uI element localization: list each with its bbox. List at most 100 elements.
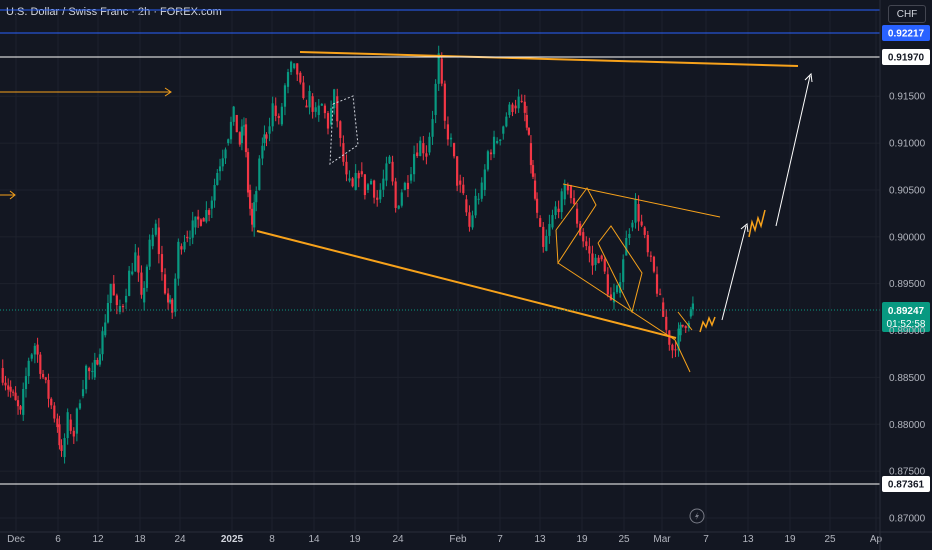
x-tick-label: Feb — [449, 534, 467, 545]
candle — [499, 139, 502, 141]
candle — [496, 140, 499, 144]
wedge-right-edge[interactable] — [677, 311, 693, 331]
candle — [659, 293, 662, 295]
candle — [640, 221, 643, 226]
candle — [258, 158, 261, 190]
candle — [689, 309, 692, 317]
candle — [242, 125, 246, 127]
candle — [33, 345, 36, 355]
candle — [366, 184, 370, 190]
wedge-left[interactable] — [555, 187, 597, 265]
resistance-trendline[interactable] — [299, 51, 799, 67]
candle — [317, 105, 320, 115]
candle — [91, 370, 94, 372]
candle — [240, 126, 243, 144]
lightning-icon[interactable] — [689, 508, 705, 524]
candle — [263, 134, 266, 144]
candle — [232, 106, 235, 122]
candle — [14, 392, 17, 401]
candle — [634, 199, 637, 223]
candle — [274, 105, 277, 116]
candle — [655, 274, 659, 294]
dotted-flag[interactable] — [329, 95, 359, 165]
drawings — [0, 51, 813, 373]
x-tick-label: 6 — [55, 534, 61, 545]
y-tick-label: 0.89500 — [889, 279, 926, 290]
candle — [492, 136, 496, 155]
wedge-small[interactable] — [557, 262, 691, 373]
candle — [202, 218, 205, 222]
candle — [249, 189, 252, 209]
projection-arrow-1[interactable] — [721, 225, 747, 321]
candle — [369, 180, 373, 185]
candle — [24, 376, 28, 390]
candle — [403, 182, 406, 190]
candle — [19, 406, 22, 410]
candle — [213, 185, 216, 201]
candle — [210, 200, 213, 209]
candle — [208, 210, 211, 215]
candle — [7, 385, 10, 390]
candle — [342, 143, 345, 162]
candle — [314, 107, 317, 112]
channel-top-line[interactable] — [562, 183, 721, 218]
candle — [137, 255, 140, 273]
candle — [449, 137, 453, 140]
x-tick-label: 13 — [742, 534, 754, 545]
candle — [112, 283, 115, 296]
projection-squiggle-1[interactable] — [699, 315, 716, 333]
level-badge-label: 0.87361 — [888, 480, 925, 491]
candle — [329, 108, 333, 125]
candle — [323, 105, 327, 114]
candle — [437, 53, 440, 84]
candle — [560, 191, 563, 213]
candle — [520, 100, 523, 102]
level-badge-label: 0.91970 — [888, 53, 925, 64]
candle — [468, 212, 471, 227]
candle — [523, 101, 526, 113]
current-price-label: 0.89247 — [888, 306, 925, 317]
y-tick-label: 0.90000 — [889, 232, 926, 243]
wedge-mid[interactable] — [597, 225, 643, 314]
candle — [69, 419, 72, 431]
candle — [261, 145, 264, 159]
candle — [394, 181, 397, 208]
candle — [85, 365, 88, 390]
candle — [229, 121, 233, 140]
candle — [483, 169, 486, 190]
candle — [36, 344, 39, 355]
candle — [93, 359, 96, 378]
candle — [348, 178, 351, 181]
currency-button[interactable]: CHF — [888, 5, 926, 23]
candle — [625, 237, 628, 256]
candle — [39, 354, 42, 374]
candle — [400, 192, 403, 206]
x-tick-label: 19 — [576, 534, 588, 545]
candle — [154, 223, 157, 235]
candle — [9, 386, 12, 392]
support-trendline[interactable] — [256, 230, 677, 339]
candle — [446, 124, 450, 140]
projection-squiggle-2[interactable] — [748, 209, 766, 238]
candle — [566, 184, 569, 191]
candle — [514, 105, 517, 109]
candle — [124, 295, 128, 303]
candle — [409, 174, 413, 181]
candle — [557, 208, 560, 213]
x-tick-label: 25 — [824, 534, 836, 545]
y-tick-label: 0.89000 — [889, 326, 926, 337]
candle — [505, 116, 508, 127]
candle — [643, 227, 646, 235]
candle — [268, 126, 271, 134]
candle — [109, 283, 112, 303]
candle — [502, 126, 505, 134]
candle — [115, 295, 118, 306]
candle — [588, 246, 591, 254]
x-tick-label: 2025 — [221, 534, 244, 545]
candle — [22, 389, 25, 415]
candle — [456, 156, 459, 186]
candle — [628, 233, 631, 238]
projection-arrow-2[interactable] — [775, 75, 811, 227]
candle — [98, 354, 102, 365]
